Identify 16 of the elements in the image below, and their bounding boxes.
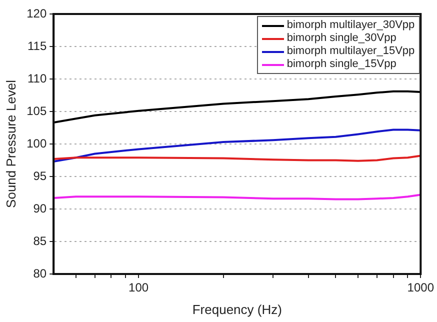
legend-label: bimorph single_30Vpp <box>286 32 396 45</box>
y-tick-label: 115 <box>27 38 47 53</box>
x-tick-label: 1000 <box>407 280 434 295</box>
y-tick-label: 95 <box>33 168 47 183</box>
x-axis-title: Frequency (Hz) <box>192 302 282 317</box>
y-tick-label: 105 <box>26 104 47 118</box>
y-axis-title: Sound Pressure Level <box>3 80 18 208</box>
legend-label: bimorph multilayer_15Vpp <box>286 45 415 58</box>
y-tick-label: 90 <box>33 201 47 216</box>
legend-label: bimorph multilayer_30Vpp <box>286 19 415 32</box>
y-tick-label: 85 <box>33 234 47 248</box>
y-tick-label: 100 <box>26 136 47 150</box>
y-tick-label: 120 <box>26 6 47 20</box>
legend-label: bimorph single_15Vpp <box>286 58 396 71</box>
y-tick-label: 80 <box>33 266 47 280</box>
y-tick-label: 110 <box>27 71 47 86</box>
